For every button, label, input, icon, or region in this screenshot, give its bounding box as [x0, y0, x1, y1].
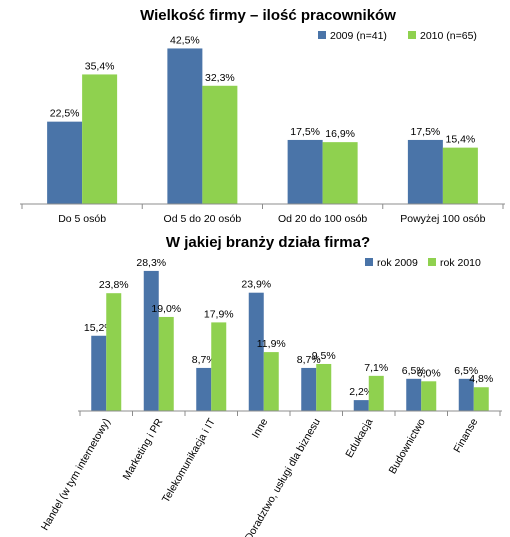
data-label: 28,3%	[136, 257, 166, 269]
bar-series-1	[91, 335, 107, 411]
legend-swatch-rok-2009	[365, 258, 373, 266]
data-label: 7,1%	[364, 362, 388, 374]
bar-series-2	[316, 363, 332, 411]
legend-swatch-2009	[318, 31, 326, 39]
data-label: 23,8%	[99, 279, 129, 291]
legend-label-rok-2010: rok 2010	[440, 257, 481, 269]
bar-series-2	[158, 316, 174, 411]
bar-series-1	[407, 139, 443, 204]
data-label: 15,4%	[445, 134, 475, 146]
bar-series-1	[301, 367, 317, 411]
data-label: 8,7%	[297, 354, 321, 366]
chart-industry-bars: 15,2% 23,8% 28,3% 19,0% 8,7% 17,9% 23,9% 11,9% 8…	[84, 257, 493, 411]
data-label: 8,7%	[192, 354, 216, 366]
data-label: 9,5%	[312, 350, 336, 362]
chart-employees-title: Wielkość firmy – ilość pracowników	[140, 7, 396, 24]
bar-series-2	[82, 74, 118, 204]
legend-swatch-rok-2010	[428, 258, 436, 266]
data-label: 19,0%	[151, 303, 181, 315]
data-label: 17,5%	[410, 126, 440, 138]
category-label: Edukacja	[343, 416, 375, 460]
data-label: 6,5%	[402, 365, 426, 377]
bar-series-1	[287, 139, 323, 204]
chart-employees-ticks	[21, 204, 504, 209]
chart-industry-categories: Handel (w tym internetowy) Marketing i PR…	[39, 416, 481, 537]
chart-employees-categories: Do 5 osób Od 5 do 20 osób Od 20 do 100 osó…	[58, 213, 485, 225]
bar-series-2	[421, 381, 437, 411]
bar-series-1	[248, 292, 264, 411]
bar-series-1	[406, 378, 422, 411]
bar-series-2	[106, 293, 122, 411]
data-label: 16,9%	[325, 128, 355, 140]
bar-series-1	[196, 367, 212, 411]
bar-series-2	[211, 322, 227, 411]
category-label: Finanse	[451, 416, 480, 454]
legend-label-rok-2009: rok 2009	[377, 257, 418, 269]
data-label: 32,3%	[205, 72, 235, 84]
legend-label-2010: 2010 (n=65)	[420, 30, 477, 42]
category-label: Do 5 osób	[58, 213, 106, 225]
data-label: 17,5%	[290, 126, 320, 138]
category-label: Od 5 do 20 osób	[164, 213, 242, 225]
data-label: 6,0%	[417, 367, 441, 379]
chart-industry-legend: rok 2009 rok 2010	[365, 257, 481, 269]
chart-industry-ticks	[79, 411, 501, 416]
bar-series-1	[167, 48, 203, 205]
data-label: 35,4%	[85, 60, 115, 72]
category-label: Handel (w tym internetowy)	[39, 417, 113, 533]
bar-series-1	[353, 400, 369, 411]
category-label: Marketing i PR	[121, 416, 166, 482]
data-label: 4,8%	[469, 373, 493, 385]
bar-series-2	[263, 352, 279, 411]
chart-employees-legend: 2009 (n=41) 2010 (n=65)	[318, 30, 477, 42]
category-label: Telekomunikacja i IT	[160, 416, 218, 505]
category-label: Budownictwo	[387, 416, 428, 476]
chart-employees-bars: 22,5% 35,4% 42,5% 32,3% 17,5% 16,9% 17,5% 15,4%	[47, 34, 478, 205]
bar-series-2	[202, 85, 238, 204]
data-label: 42,5%	[170, 34, 200, 46]
bar-series-1	[47, 121, 83, 204]
data-label: 2,2%	[349, 386, 373, 398]
chart-industry: W jakiej branży działa firma? rok 2009 r…	[39, 234, 502, 537]
chart-employees: Wielkość firmy – ilość pracowników 2009 …	[20, 7, 505, 225]
data-label: 11,9%	[257, 338, 286, 350]
data-label: 6,5%	[454, 365, 478, 377]
category-label: Od 20 do 100 osób	[278, 213, 367, 225]
data-label: 17,9%	[204, 308, 234, 320]
data-label: 22,5%	[50, 108, 80, 120]
category-label: Powyżej 100 osób	[400, 213, 485, 225]
bar-series-2	[473, 387, 489, 411]
bar-series-1	[143, 270, 159, 411]
legend-label-2009: 2009 (n=41)	[330, 30, 387, 42]
bar-series-2	[322, 142, 358, 204]
category-label: Inne	[250, 416, 271, 440]
legend-swatch-2010	[408, 31, 416, 39]
data-label: 23,9%	[241, 279, 271, 291]
bar-series-2	[368, 375, 384, 411]
chart-industry-title: W jakiej branży działa firma?	[166, 234, 370, 251]
bar-series-1	[458, 378, 474, 411]
data-label: 15,2%	[84, 322, 114, 334]
bar-series-2	[442, 147, 478, 204]
